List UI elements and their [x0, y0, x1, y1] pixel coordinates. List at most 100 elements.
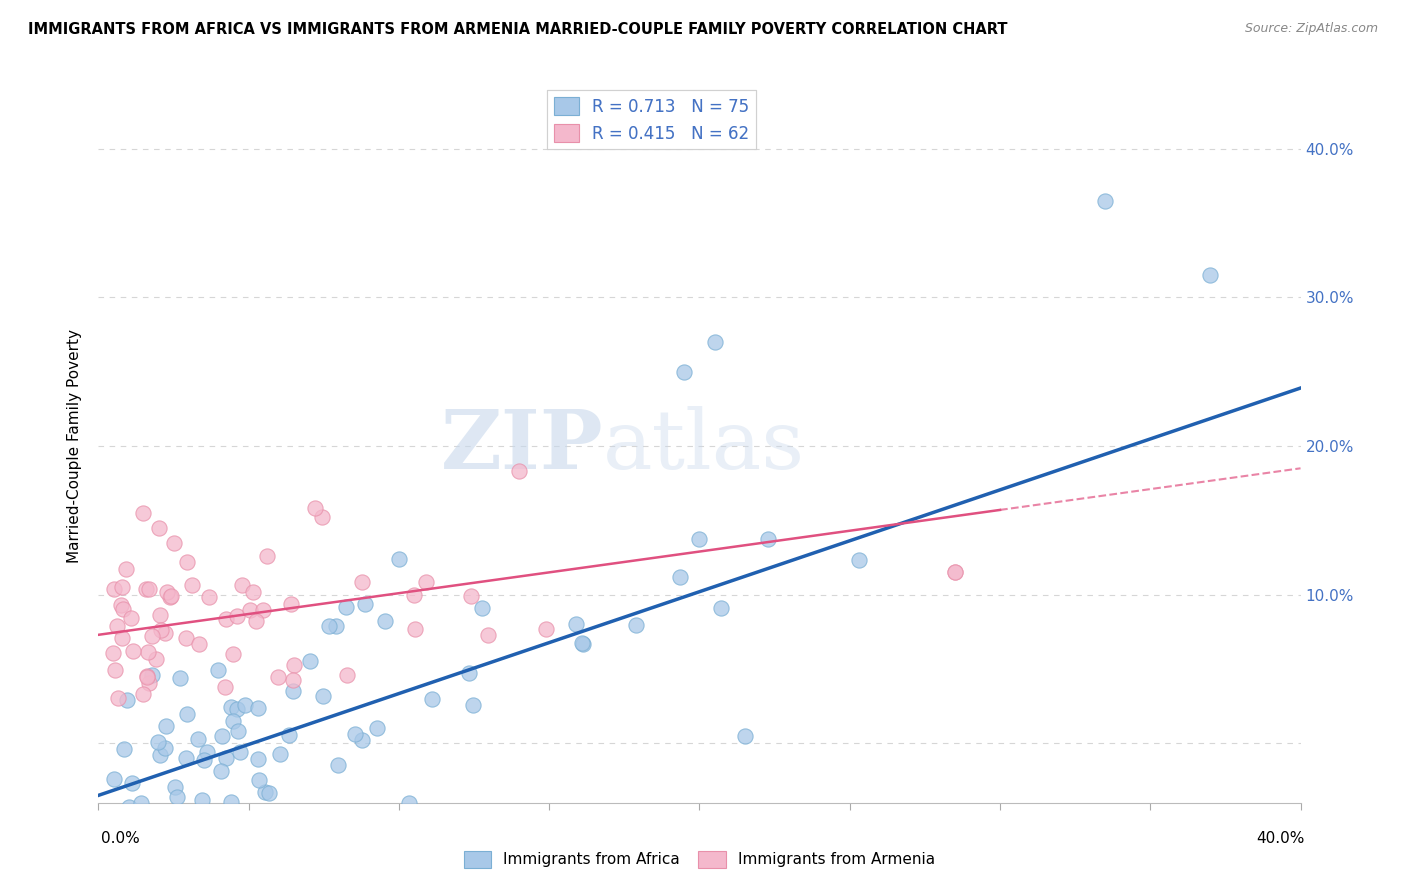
Point	[156, 585, 179, 599]
Point	[162, 535, 184, 549]
Point	[115, 693, 138, 707]
Point	[112, 741, 135, 756]
Point	[326, 757, 349, 772]
Point	[222, 648, 245, 662]
Point	[136, 670, 159, 684]
Y-axis label: Married-Couple Family Poverty: Married-Couple Family Poverty	[67, 329, 83, 563]
Point	[138, 676, 160, 690]
Point	[336, 667, 359, 681]
Point	[734, 729, 756, 743]
Point	[215, 612, 238, 626]
Point	[280, 597, 302, 611]
Point	[120, 611, 142, 625]
Point	[136, 669, 159, 683]
Point	[283, 658, 305, 673]
Point	[110, 631, 132, 645]
Point	[222, 714, 245, 728]
Point	[312, 689, 335, 703]
Point	[304, 501, 326, 516]
Point	[388, 552, 411, 566]
Point	[105, 619, 128, 633]
Point	[181, 577, 204, 591]
Point	[174, 751, 197, 765]
Point	[1199, 268, 1222, 282]
Point	[169, 672, 191, 686]
Point	[111, 601, 134, 615]
Point	[207, 821, 229, 835]
Point	[571, 636, 593, 650]
Point	[311, 510, 333, 524]
Point	[149, 608, 172, 623]
Point	[145, 652, 167, 666]
Point	[460, 589, 482, 603]
Point	[242, 584, 264, 599]
Point	[148, 735, 170, 749]
Point	[703, 334, 725, 349]
Point	[187, 732, 209, 747]
Point	[211, 729, 233, 743]
Text: 0.0%: 0.0%	[101, 831, 141, 846]
Point	[943, 566, 966, 580]
Point	[256, 549, 278, 563]
Point	[193, 753, 215, 767]
Point	[214, 680, 236, 694]
Point	[238, 808, 260, 822]
Point	[121, 775, 143, 789]
Text: ZIP: ZIP	[440, 406, 603, 486]
Point	[325, 619, 347, 633]
Point	[374, 615, 396, 629]
Text: Source: ZipAtlas.com: Source: ZipAtlas.com	[1244, 22, 1378, 36]
Point	[103, 646, 125, 660]
Point	[148, 521, 170, 535]
Point	[1094, 194, 1116, 208]
Point	[176, 555, 198, 569]
Point	[219, 699, 242, 714]
Point	[350, 733, 373, 747]
Point	[115, 561, 138, 575]
Point	[335, 600, 357, 615]
Point	[228, 724, 250, 739]
Point	[149, 747, 172, 762]
Point	[103, 664, 125, 678]
Point	[673, 365, 696, 379]
Point	[353, 597, 375, 611]
Point	[122, 643, 145, 657]
Point	[174, 631, 197, 645]
Point	[281, 683, 304, 698]
Point	[565, 617, 588, 632]
Point	[103, 582, 125, 596]
Point	[110, 598, 132, 612]
Point	[188, 637, 211, 651]
Point	[508, 464, 530, 478]
Point	[153, 625, 176, 640]
Point	[669, 570, 692, 584]
Point	[281, 673, 304, 687]
Point	[141, 629, 163, 643]
Point	[136, 645, 159, 659]
Point	[404, 623, 426, 637]
Point	[247, 772, 270, 787]
Point	[318, 619, 340, 633]
Point	[415, 575, 437, 590]
Point	[215, 751, 238, 765]
Point	[239, 603, 262, 617]
Point	[343, 727, 366, 741]
Point	[166, 789, 188, 804]
Point	[257, 786, 280, 800]
Point	[198, 590, 221, 604]
Point	[238, 807, 260, 822]
Point	[118, 800, 141, 814]
Text: IMMIGRANTS FROM AFRICA VS IMMIGRANTS FROM ARMENIA MARRIED-COUPLE FAMILY POVERTY : IMMIGRANTS FROM AFRICA VS IMMIGRANTS FRO…	[28, 22, 1008, 37]
Point	[129, 796, 152, 810]
Point	[155, 719, 177, 733]
Point	[107, 690, 129, 705]
Point	[267, 670, 290, 684]
Point	[176, 706, 198, 721]
Point	[191, 793, 214, 807]
Point	[247, 752, 270, 766]
Point	[534, 622, 557, 636]
Point	[233, 698, 256, 713]
Point	[420, 692, 443, 706]
Point	[688, 532, 710, 546]
Point	[209, 764, 232, 778]
